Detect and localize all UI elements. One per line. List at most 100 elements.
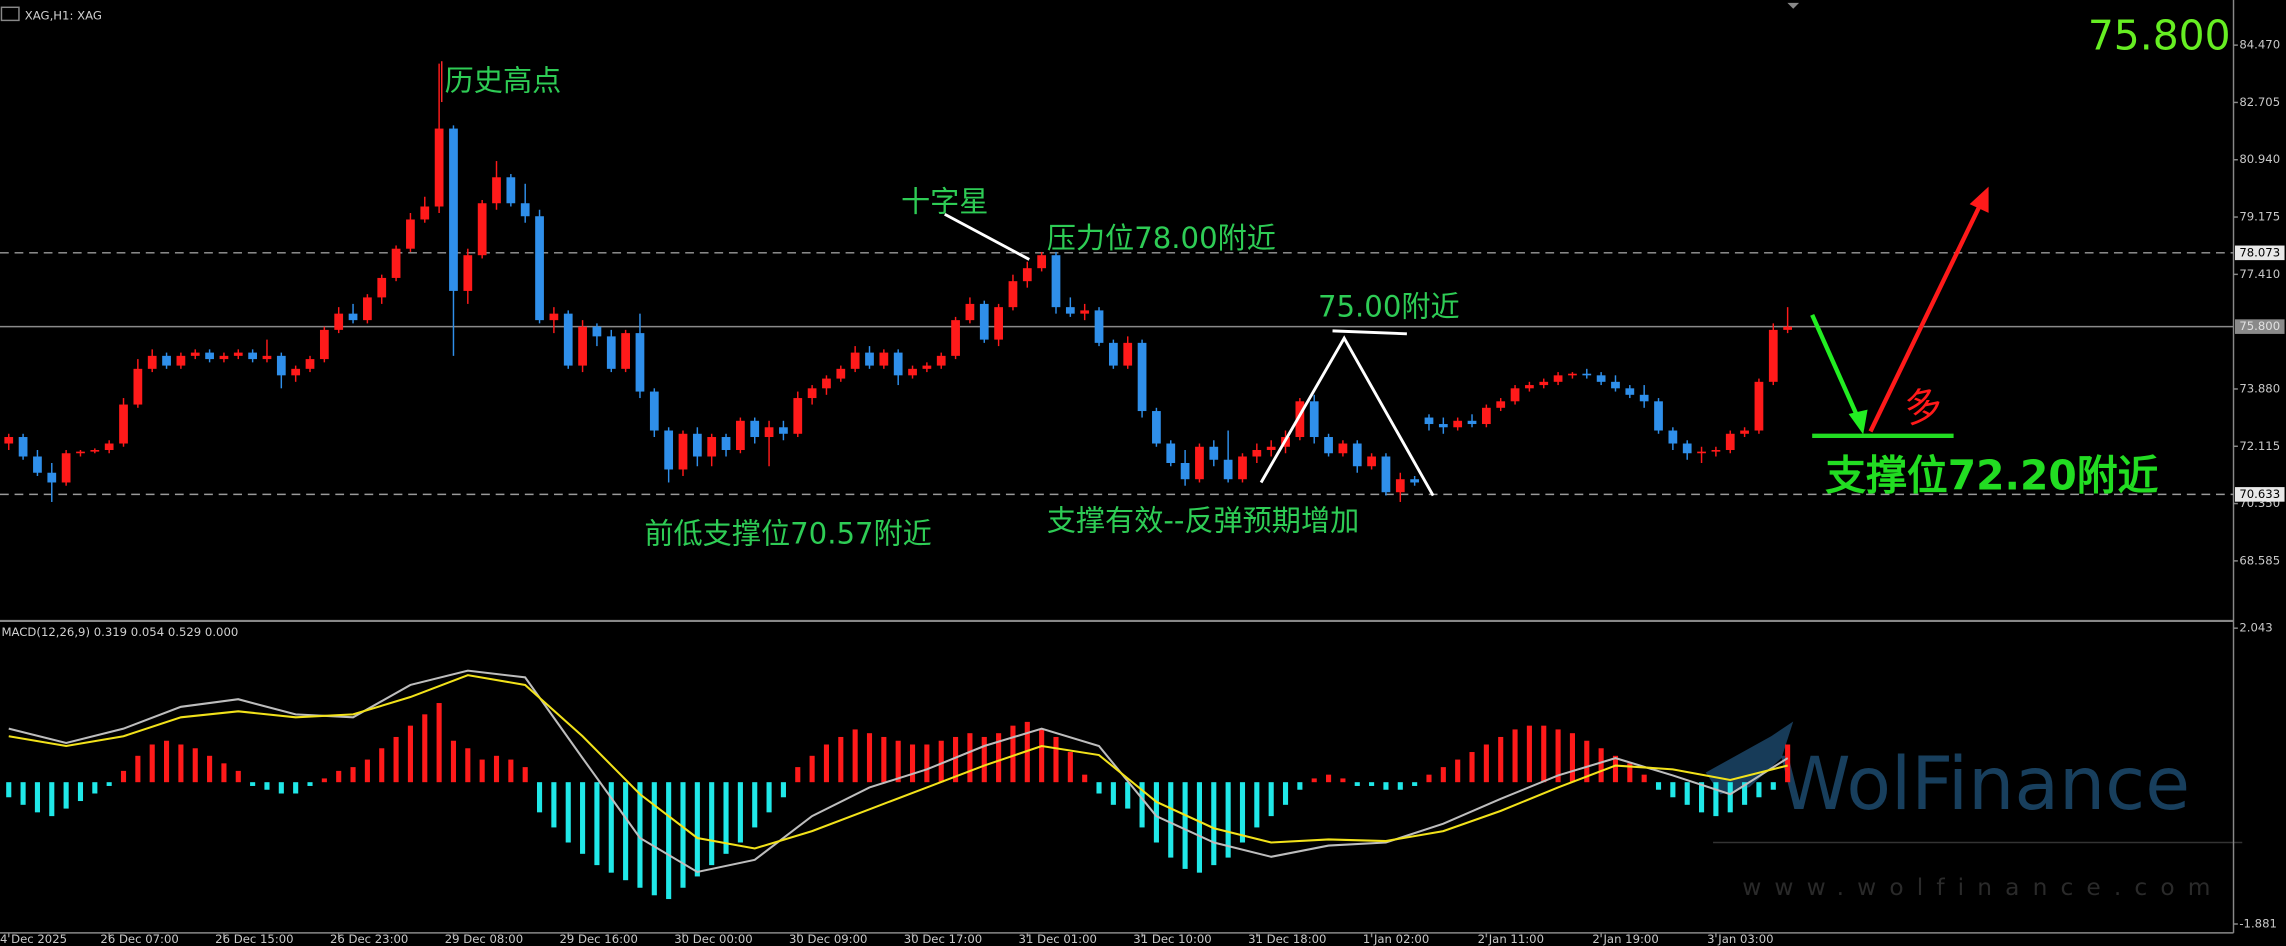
x-tick-label: 29 Dec 16:00 bbox=[559, 932, 637, 946]
x-tick-label: 31 Dec 10:00 bbox=[1133, 932, 1211, 946]
y-tick-label: 73.880 bbox=[2239, 381, 2280, 395]
annotation: 压力位78.00附近 bbox=[1047, 221, 1276, 255]
candle-body bbox=[1137, 342, 1147, 412]
histogram-bar bbox=[278, 782, 284, 794]
histogram-bar bbox=[623, 782, 629, 881]
histogram-bar bbox=[1139, 782, 1145, 828]
histogram-bar bbox=[1684, 782, 1690, 805]
histogram-bar bbox=[1569, 733, 1575, 783]
macd-line bbox=[8, 669, 1789, 874]
histogram-bar bbox=[1110, 782, 1116, 805]
histogram-bar bbox=[379, 748, 385, 783]
candle-body bbox=[1166, 443, 1176, 463]
shift-marker bbox=[1787, 2, 1800, 9]
histogram-bar bbox=[1455, 759, 1461, 783]
candle-body bbox=[1223, 459, 1233, 480]
candle-body bbox=[1424, 417, 1434, 425]
histogram-bar bbox=[1254, 782, 1260, 828]
histogram-bar bbox=[967, 733, 973, 783]
candle-body bbox=[1611, 381, 1620, 389]
candle-body bbox=[133, 368, 143, 405]
histogram-bar bbox=[1555, 729, 1561, 783]
candle-body bbox=[879, 352, 889, 366]
candle-body bbox=[951, 320, 960, 356]
candle-body bbox=[822, 378, 831, 389]
candle-body bbox=[147, 355, 157, 369]
y-tick-label: 82.705 bbox=[2239, 95, 2280, 109]
histogram-bar bbox=[1612, 755, 1619, 783]
candle-body bbox=[1037, 255, 1047, 269]
candle-body bbox=[477, 203, 487, 256]
chart-icon bbox=[0, 6, 20, 22]
candle-body bbox=[18, 437, 28, 457]
histogram-bar bbox=[192, 748, 198, 783]
candle-body bbox=[47, 472, 57, 483]
histogram-bar bbox=[465, 748, 471, 783]
candle-body bbox=[1051, 255, 1061, 308]
histogram-bar bbox=[1053, 736, 1059, 783]
candle-body bbox=[535, 216, 544, 321]
candle-body bbox=[262, 355, 272, 360]
candle-body bbox=[1195, 446, 1204, 480]
candle-body bbox=[1065, 307, 1075, 314]
candle-body bbox=[1381, 456, 1391, 493]
x-tick-label: 26 Dec 07:00 bbox=[100, 932, 178, 946]
y-tick-label: 68.585 bbox=[2239, 553, 2280, 567]
histogram-bar bbox=[580, 782, 586, 854]
x-tick-label: 30 Dec 09:00 bbox=[789, 932, 867, 946]
histogram-bar bbox=[1311, 778, 1317, 783]
histogram-bar bbox=[1168, 782, 1174, 858]
candle-body bbox=[908, 368, 917, 376]
watermark-brand: WolFinance bbox=[1779, 742, 2190, 827]
histogram-bar bbox=[694, 782, 700, 877]
candle-body bbox=[1481, 407, 1491, 425]
candle-body bbox=[363, 297, 372, 321]
histogram-bar bbox=[737, 782, 743, 843]
candle-body bbox=[1639, 394, 1649, 402]
histogram-bar bbox=[565, 782, 571, 843]
candle-body bbox=[1496, 401, 1506, 408]
candle-body bbox=[276, 355, 286, 376]
candle-body bbox=[750, 420, 760, 438]
histogram-bar bbox=[1785, 744, 1791, 783]
level-label-box bbox=[2234, 487, 2285, 502]
histogram-bar bbox=[1641, 774, 1647, 783]
candle-body bbox=[449, 128, 458, 291]
histogram-bar bbox=[1584, 740, 1590, 783]
histogram-bar bbox=[63, 782, 69, 809]
histogram-bar bbox=[1182, 782, 1188, 869]
annotation: 75.00附近 bbox=[1318, 289, 1460, 323]
histogram-bar bbox=[780, 782, 786, 798]
down-arrowhead bbox=[1848, 409, 1868, 435]
candle-body bbox=[377, 277, 387, 298]
candle-body bbox=[592, 326, 602, 337]
histogram-bar bbox=[407, 725, 413, 783]
y-tick-label: 2.043 bbox=[2239, 621, 2272, 635]
histogram-bar bbox=[594, 782, 600, 866]
annotation: 十字星 bbox=[901, 184, 988, 218]
candle-body bbox=[1596, 375, 1606, 382]
candle-body bbox=[922, 365, 932, 369]
x-tick-label: 2 Jan 11:00 bbox=[1478, 932, 1544, 946]
watermark-logo bbox=[1705, 721, 1794, 795]
candle-body bbox=[1238, 456, 1247, 480]
histogram-bar bbox=[608, 782, 614, 873]
candle-body bbox=[219, 355, 229, 360]
histogram-bar bbox=[680, 782, 686, 888]
candle-body bbox=[1410, 479, 1420, 483]
candle-body bbox=[1395, 479, 1405, 493]
candle-body bbox=[850, 352, 860, 369]
x-tick-label: 4 Dec 2025 bbox=[0, 932, 67, 946]
histogram-bar bbox=[838, 736, 844, 783]
candle-body bbox=[1266, 446, 1276, 451]
annotations: 历史高点 十字星 压力位78.00附近 75.00附近 前低支撑位70.57附近… bbox=[445, 12, 2231, 551]
candle-body bbox=[1783, 326, 1793, 330]
histogram-bar bbox=[709, 782, 715, 866]
candle-body bbox=[721, 437, 731, 451]
candle-body bbox=[1352, 443, 1362, 467]
candle-body bbox=[305, 359, 315, 369]
histogram-bar bbox=[321, 778, 327, 783]
candle-body bbox=[1209, 446, 1219, 460]
histogram-bar bbox=[1297, 782, 1303, 790]
candle-body bbox=[1467, 420, 1477, 425]
